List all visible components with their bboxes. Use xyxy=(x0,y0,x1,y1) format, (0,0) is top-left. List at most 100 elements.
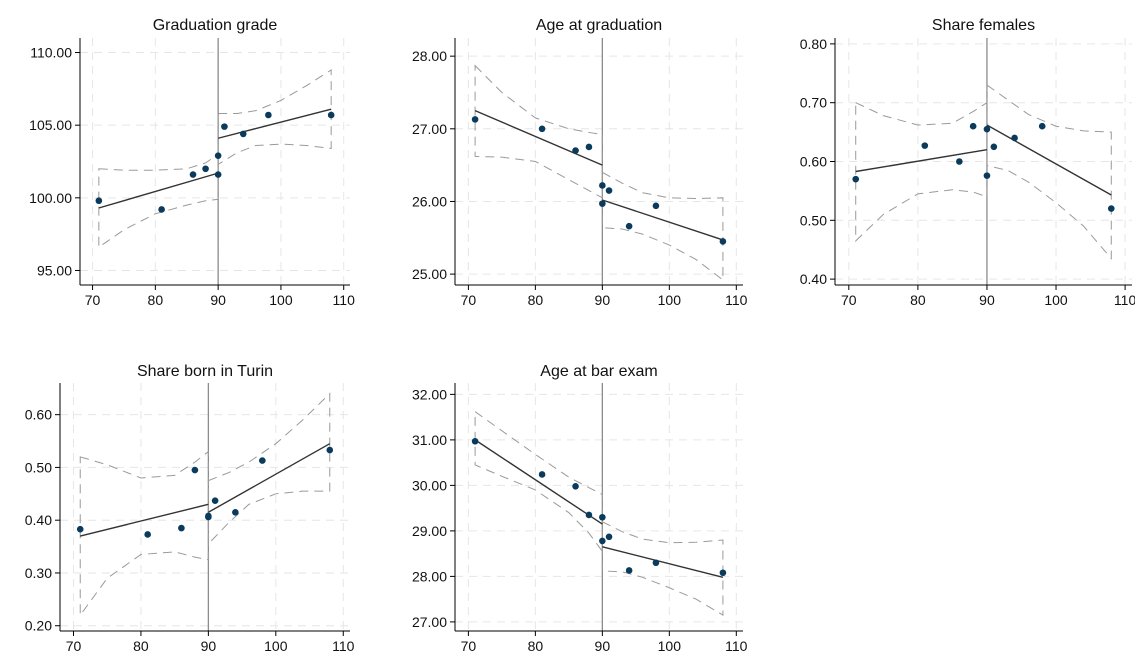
data-point xyxy=(471,116,479,123)
data-point xyxy=(969,122,977,130)
data-point xyxy=(983,125,991,133)
data-point xyxy=(214,171,222,178)
data-point xyxy=(719,238,727,245)
x-tick-label: 90 xyxy=(979,292,995,308)
data-point xyxy=(719,569,727,577)
panel-title: Age at bar exam xyxy=(540,363,657,380)
panel-title: Graduation grade xyxy=(153,17,278,34)
data-point xyxy=(599,513,606,521)
data-point xyxy=(956,158,963,165)
x-tick-label: 80 xyxy=(528,292,544,308)
data-point xyxy=(585,511,593,519)
confidence-band-left xyxy=(79,450,209,617)
x-tick-label: 70 xyxy=(461,292,477,308)
x-tick-label: 110 xyxy=(332,638,355,654)
y-tick-label: 26.00 xyxy=(412,193,447,209)
x-tick-label: 100 xyxy=(269,292,293,308)
y-tick-label: 27.00 xyxy=(412,121,447,137)
confidence-band-right xyxy=(207,392,331,546)
data-point xyxy=(599,537,606,545)
confidence-band-left xyxy=(474,410,603,553)
fit-line-left xyxy=(474,439,603,525)
data-point xyxy=(652,559,660,567)
data-point xyxy=(652,202,660,210)
data-point xyxy=(239,130,247,138)
y-tick-label: 0.20 xyxy=(25,618,52,634)
data-point xyxy=(572,482,579,490)
x-tick-label: 70 xyxy=(85,292,101,308)
panel-2: 70 80 90 100 110 25.00 26.00 27.00 28.00 Age at g… xyxy=(412,17,748,308)
fit-line-right xyxy=(217,108,332,139)
y-tick-label: 27.00 xyxy=(412,614,447,630)
confidence-band-right xyxy=(217,69,332,166)
confidence-band-left xyxy=(98,153,219,249)
panel-1: 70 80 90 100 110 95.00 100.00 105.00 110.00 Gradu… xyxy=(29,17,355,308)
x-tick-label: 100 xyxy=(264,638,288,654)
fit-line-right xyxy=(986,124,1112,196)
confidence-band-left xyxy=(474,64,603,199)
y-tick-label: 28.00 xyxy=(412,48,447,64)
data-point xyxy=(178,524,185,532)
fit-line-left xyxy=(474,110,603,166)
x-tick-label: 100 xyxy=(658,638,682,654)
x-tick-label: 100 xyxy=(658,292,682,308)
panel-title: Share born in Turin xyxy=(137,363,273,380)
data-point xyxy=(852,175,860,183)
confidence-band-right xyxy=(601,171,724,281)
data-point xyxy=(625,222,633,230)
x-tick-label: 70 xyxy=(841,292,857,308)
data-point xyxy=(158,206,165,213)
data-point xyxy=(95,197,103,205)
data-point xyxy=(232,508,239,516)
y-tick-label: 31.00 xyxy=(412,432,447,448)
data-point xyxy=(921,142,929,149)
y-tick-label: 0.70 xyxy=(800,95,827,111)
y-tick-label: 0.30 xyxy=(25,565,52,581)
data-point xyxy=(202,165,209,173)
panel-3: 70 80 90 100 110 0.40 0.50 0.60 0.70 0.80 Share fe… xyxy=(800,17,1135,308)
data-point xyxy=(1107,205,1115,212)
data-point xyxy=(221,123,228,130)
y-tick-label: 0.80 xyxy=(800,36,827,52)
y-tick-label: 0.60 xyxy=(800,154,827,170)
data-point xyxy=(585,143,593,151)
confidence-band-left xyxy=(855,101,988,243)
y-tick-label: 28.00 xyxy=(412,568,447,584)
x-tick-label: 70 xyxy=(461,638,477,654)
fit-line-left xyxy=(855,149,988,173)
data-point xyxy=(605,187,613,194)
data-point xyxy=(191,466,199,474)
y-tick-label: 105.00 xyxy=(29,117,72,133)
data-point xyxy=(1038,122,1046,130)
data-point xyxy=(205,513,212,521)
y-tick-label: 0.40 xyxy=(25,512,52,528)
x-tick-label: 110 xyxy=(1114,292,1135,308)
x-tick-label: 90 xyxy=(595,638,611,654)
fit-line-right xyxy=(602,199,724,241)
x-tick-label: 80 xyxy=(133,638,149,654)
panel-title: Share females xyxy=(932,17,1035,34)
y-tick-label: 0.40 xyxy=(800,271,827,287)
x-tick-label: 90 xyxy=(210,292,226,308)
data-point xyxy=(599,182,606,189)
confidence-band-right xyxy=(601,520,724,616)
data-point xyxy=(76,525,84,533)
y-tick-label: 30.00 xyxy=(412,477,447,493)
x-tick-label: 110 xyxy=(725,638,748,654)
x-tick-label: 90 xyxy=(595,292,611,308)
y-tick-label: 95.00 xyxy=(37,262,72,278)
y-tick-label: 32.00 xyxy=(412,386,447,402)
data-point xyxy=(572,147,579,154)
data-point xyxy=(990,143,998,151)
y-tick-label: 29.00 xyxy=(412,523,447,539)
data-point xyxy=(326,446,334,454)
data-point xyxy=(471,437,479,445)
data-point xyxy=(625,567,633,574)
x-tick-label: 90 xyxy=(201,638,217,654)
data-point xyxy=(599,200,606,207)
fit-line-left xyxy=(98,172,219,209)
x-tick-label: 80 xyxy=(910,292,926,308)
data-point xyxy=(538,471,546,478)
y-tick-label: 100.00 xyxy=(29,190,72,206)
